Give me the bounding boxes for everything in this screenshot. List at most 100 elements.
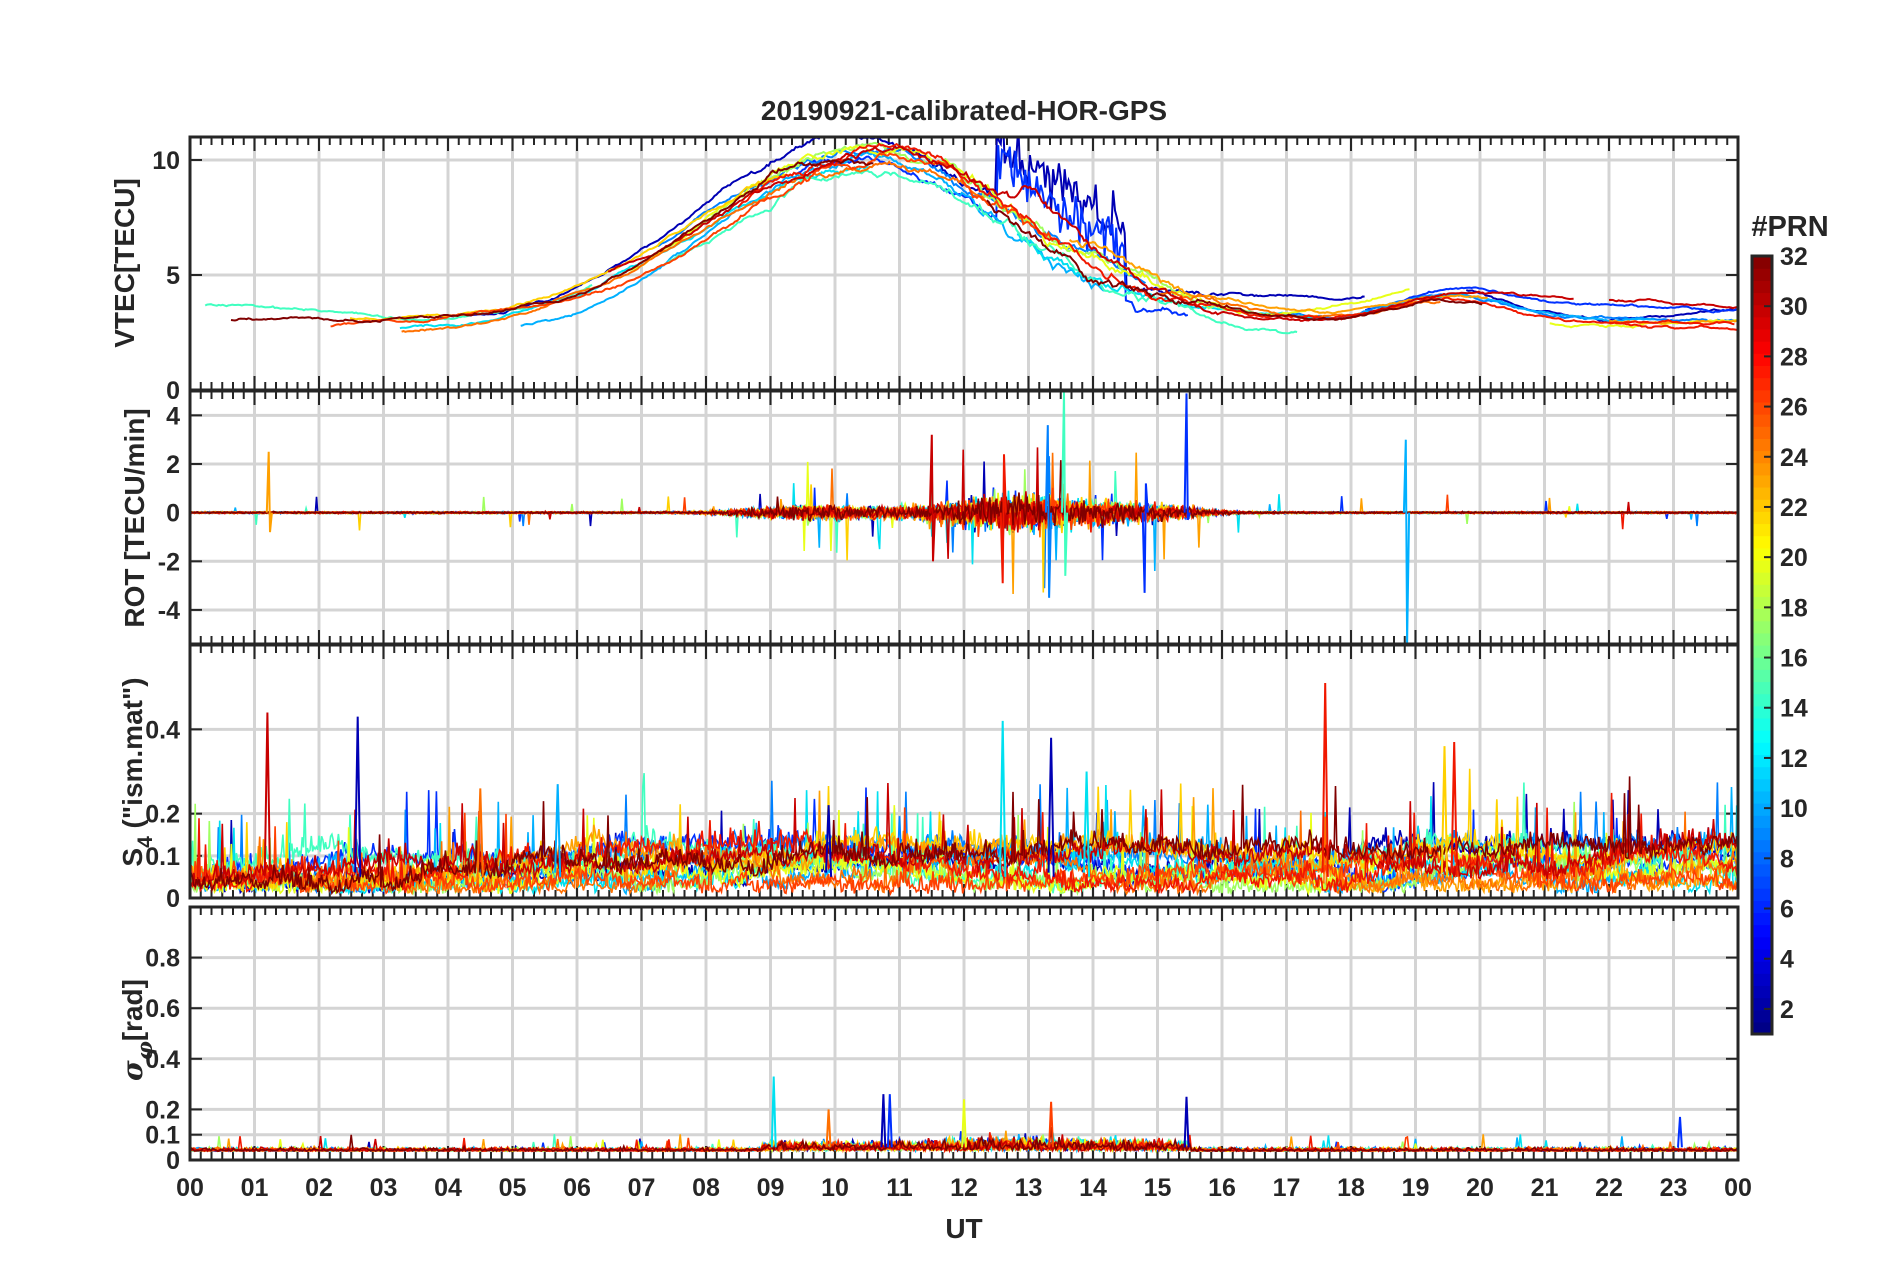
y-tick-label: 0 xyxy=(166,1147,180,1175)
colorbar-strip xyxy=(1752,462,1772,476)
colorbar-strip xyxy=(1752,778,1772,792)
colorbar-strip xyxy=(1752,316,1772,330)
x-tick-label: 01 xyxy=(241,1174,269,1202)
y-tick-label: 0 xyxy=(166,500,180,528)
colorbar-tick-label: 26 xyxy=(1780,394,1808,422)
panel-rot-ytick-labels: -4 -2 0 2 4 xyxy=(158,402,180,625)
colorbar-strip xyxy=(1752,973,1772,986)
vtec-series-prn-30 xyxy=(1608,298,1737,310)
s4-peak xyxy=(263,712,271,877)
panel-vtec-ytick-labels: 0 5 10 xyxy=(152,147,180,405)
colorbar-strip xyxy=(1752,608,1772,622)
colorbar-strip xyxy=(1752,328,1772,342)
rot-series-prn-32 xyxy=(190,460,1738,565)
y-tick-label: 0.8 xyxy=(145,945,180,973)
panel-vtec-series xyxy=(204,137,1738,335)
colorbar-strip xyxy=(1752,596,1772,610)
colorbar-strip xyxy=(1752,365,1772,379)
rot-spike xyxy=(999,454,1007,584)
vtec-series-prn-32 xyxy=(230,157,874,324)
panel-vtec-ylabel: VTEC[TECU] xyxy=(109,178,140,348)
colorbar-title: #PRN xyxy=(1751,211,1828,243)
vtec-series-prn-2 xyxy=(1465,289,1738,323)
s4-peak xyxy=(1047,737,1055,877)
y-tick-label: 4 xyxy=(166,402,180,430)
vtec-series-prn-8 xyxy=(657,147,1147,284)
colorbar-strip xyxy=(1752,669,1772,683)
rot-spike xyxy=(928,434,936,562)
x-tick-label: 15 xyxy=(1144,1174,1172,1202)
y-tick-label: 0.1 xyxy=(145,843,180,871)
x-tick-label: 11 xyxy=(886,1174,913,1202)
colorbar-strip xyxy=(1752,535,1772,549)
x-tick-label: 17 xyxy=(1273,1174,1301,1202)
vtec-series-prn-14 xyxy=(664,169,1298,335)
s4-peak xyxy=(354,716,362,877)
chart-title: 20190921-calibrated-HOR-GPS xyxy=(761,95,1167,126)
sigma-series-prn-32 xyxy=(190,1126,1738,1154)
vtec-series-prn-5 xyxy=(1364,286,1738,314)
x-tick-label: 07 xyxy=(628,1174,656,1202)
colorbar-strip xyxy=(1752,414,1772,427)
x-tick-label: 03 xyxy=(370,1174,398,1202)
colorbar-strip xyxy=(1752,401,1772,415)
colorbar-strip xyxy=(1752,1009,1772,1023)
colorbar-tick-label: 24 xyxy=(1780,444,1808,472)
colorbar-strip xyxy=(1752,985,1772,999)
colorbar-strip xyxy=(1752,572,1772,585)
s4-peak xyxy=(476,788,484,877)
panel-sigma-phi-frame xyxy=(188,905,1740,1162)
colorbar-strips xyxy=(1752,256,1772,1035)
colorbar-strip xyxy=(1752,961,1772,974)
colorbar-strip xyxy=(1752,790,1772,804)
panel-s4-ylabel: S4 ("ism.mat") xyxy=(117,677,157,866)
vtec-series-prn-28 xyxy=(737,142,1735,326)
panel-sigma-phi-ylabel-sub: φ xyxy=(132,1041,157,1060)
y-tick-label: 0 xyxy=(166,377,180,405)
x-tick-label: 16 xyxy=(1208,1174,1236,1202)
colorbar-strip xyxy=(1752,730,1772,743)
s4-peak xyxy=(1450,741,1458,877)
vtec-series-prn-30 xyxy=(607,145,1574,322)
colorbar-strip xyxy=(1752,875,1772,889)
x-tick-label: 19 xyxy=(1402,1174,1430,1202)
colorbar-strip xyxy=(1752,486,1772,500)
rot-spike xyxy=(265,451,273,533)
colorbar-strip xyxy=(1752,511,1772,525)
colorbar-strip xyxy=(1752,256,1772,269)
colorbar-strip xyxy=(1752,936,1772,950)
colorbar-strip xyxy=(1752,948,1772,962)
panel-rot-series xyxy=(190,391,1738,644)
x-tick-labels: 00 01 02 03 04 05 06 07 08 09 10 11 12 13 14 15 16 17 18 19… xyxy=(176,1174,1752,1202)
colorbar-strip xyxy=(1752,681,1772,695)
panel-rot-ylabel: ROT [TECU/min] xyxy=(119,408,150,627)
panel-s4-ylabel-main: S xyxy=(117,848,148,867)
colorbar-strip xyxy=(1752,620,1772,634)
colorbar-frame xyxy=(1750,254,1774,1036)
x-tick-label: 09 xyxy=(757,1174,785,1202)
vtec-series-prn-28 xyxy=(1608,321,1737,331)
panel-s4-series xyxy=(190,682,1738,897)
vtec-series-prn-32 xyxy=(986,199,1483,322)
vtec-series-prn-12 xyxy=(399,165,871,330)
s4-peak xyxy=(825,805,833,877)
colorbar-tick-label: 30 xyxy=(1780,293,1808,321)
rot-spike xyxy=(1183,393,1191,521)
panel-s4-ylabel-sub: 4 xyxy=(134,836,157,848)
colorbar-strip xyxy=(1752,632,1772,646)
colorbar-strip xyxy=(1752,742,1772,756)
colorbar-strip xyxy=(1752,863,1772,877)
rot-spike xyxy=(1402,439,1411,644)
vtec-series-prn-5 xyxy=(794,145,1189,317)
x-tick-label: 23 xyxy=(1660,1174,1688,1202)
colorbar-tick-label: 18 xyxy=(1780,594,1808,622)
panel-sigma-phi-series xyxy=(190,1076,1738,1154)
colorbar-strip xyxy=(1752,584,1772,597)
y-tick-label: 0 xyxy=(166,885,180,913)
sigma-peak xyxy=(1677,1116,1683,1148)
colorbar-tick-label: 8 xyxy=(1780,845,1794,873)
colorbar-strip xyxy=(1752,353,1772,367)
